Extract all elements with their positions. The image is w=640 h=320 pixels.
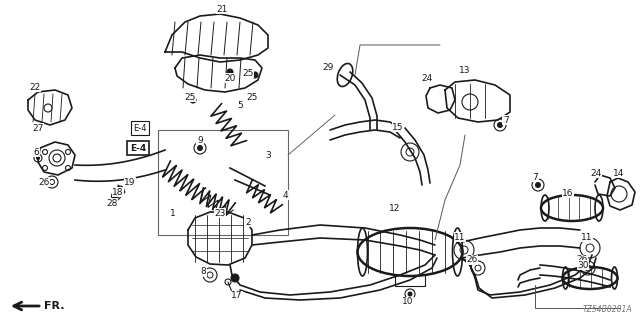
Text: 13: 13: [460, 66, 471, 75]
Text: 4: 4: [282, 190, 288, 199]
Circle shape: [111, 193, 118, 199]
Circle shape: [231, 274, 239, 282]
Circle shape: [536, 182, 541, 188]
Text: 28: 28: [106, 198, 118, 207]
Text: 1: 1: [170, 209, 176, 218]
Text: 19: 19: [124, 178, 136, 187]
Circle shape: [408, 292, 412, 296]
Text: 22: 22: [29, 83, 40, 92]
Text: 20: 20: [224, 74, 236, 83]
Text: 11: 11: [581, 233, 593, 242]
Circle shape: [190, 97, 196, 103]
Text: 10: 10: [403, 298, 413, 307]
Text: 6: 6: [33, 148, 39, 156]
Text: 5: 5: [237, 100, 243, 109]
Text: 7: 7: [532, 172, 538, 181]
Text: 2: 2: [245, 218, 251, 227]
Text: 21: 21: [216, 4, 228, 13]
Text: 17: 17: [231, 292, 243, 300]
Text: 15: 15: [392, 123, 404, 132]
Text: 29: 29: [323, 62, 333, 71]
Circle shape: [198, 146, 202, 150]
Text: 27: 27: [32, 124, 44, 132]
Text: 26: 26: [576, 255, 588, 265]
Text: 25: 25: [246, 92, 258, 101]
Text: 18: 18: [112, 188, 124, 196]
Text: TZ54B0201A: TZ54B0201A: [582, 305, 632, 314]
Text: FR.: FR.: [44, 301, 65, 311]
Circle shape: [252, 72, 258, 78]
Text: 26: 26: [38, 178, 50, 187]
Circle shape: [227, 69, 233, 75]
Text: E-4: E-4: [133, 124, 147, 132]
Text: 25: 25: [184, 92, 196, 101]
Text: 12: 12: [389, 204, 401, 212]
Text: 26: 26: [467, 255, 477, 265]
Text: 30: 30: [577, 260, 589, 269]
Text: 11: 11: [454, 233, 466, 242]
Text: 24: 24: [590, 169, 602, 178]
Text: 8: 8: [200, 268, 206, 276]
Text: 23: 23: [214, 209, 226, 218]
Text: 3: 3: [265, 150, 271, 159]
Text: 24: 24: [421, 74, 433, 83]
Text: 14: 14: [613, 169, 625, 178]
Text: E-4: E-4: [130, 143, 146, 153]
Circle shape: [36, 156, 40, 159]
Text: 7: 7: [503, 116, 509, 124]
Circle shape: [497, 123, 502, 127]
Text: 16: 16: [563, 188, 573, 197]
Text: 9: 9: [197, 135, 203, 145]
Bar: [158, 130, 288, 235]
Text: 25: 25: [243, 68, 253, 77]
